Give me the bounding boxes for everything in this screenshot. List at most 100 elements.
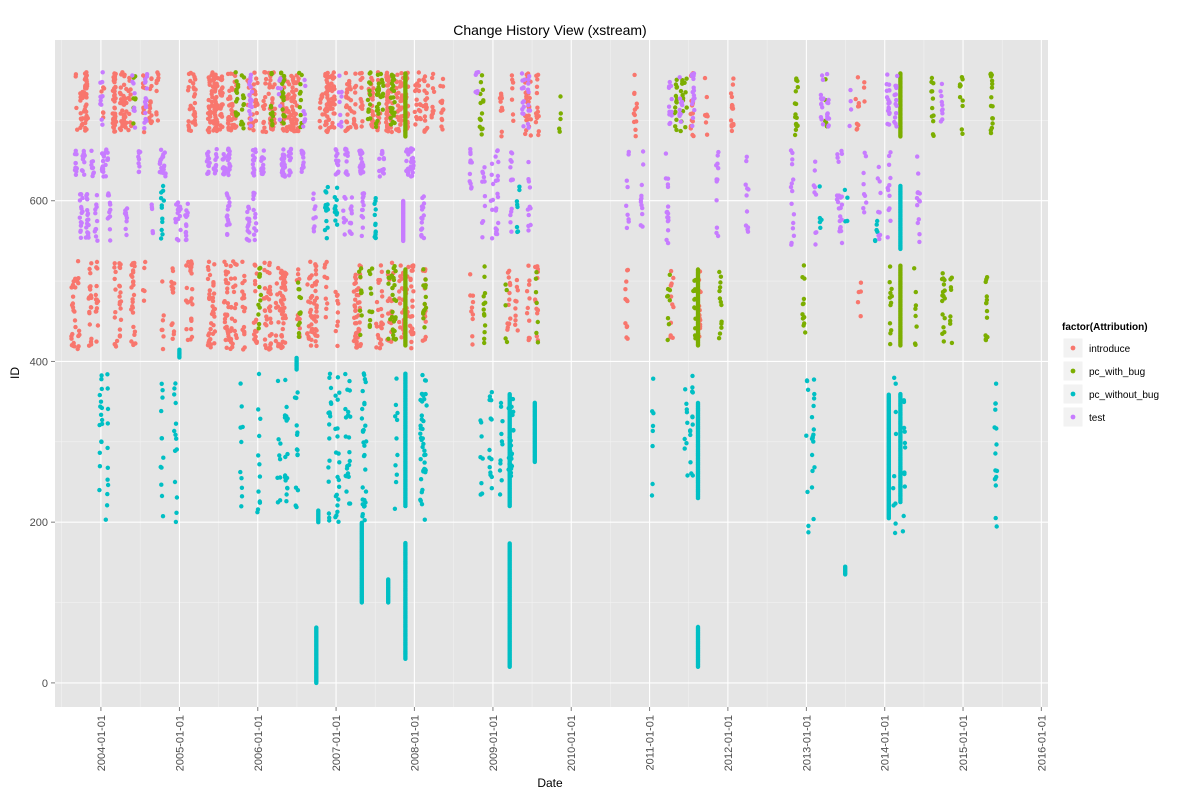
data-point [313, 319, 319, 324]
data-point [272, 82, 277, 87]
data-point [254, 76, 259, 81]
data-point [354, 345, 359, 350]
data-point [337, 460, 342, 465]
data-point [299, 169, 304, 174]
data-point [309, 337, 314, 342]
data-point [225, 301, 231, 306]
data-point [88, 305, 94, 310]
data-point [482, 165, 487, 170]
data-point [105, 156, 111, 161]
data-point [89, 148, 94, 153]
data-point [894, 83, 899, 89]
data-point [297, 326, 302, 331]
data-point [322, 274, 327, 279]
data-point [678, 128, 683, 134]
data-point [312, 224, 317, 229]
data-point [297, 320, 302, 325]
data-point [338, 112, 343, 118]
data-point [227, 94, 233, 99]
data-point [715, 153, 720, 158]
data-point [188, 326, 194, 332]
data-point [112, 105, 117, 110]
data-point [684, 401, 689, 406]
data-point [489, 172, 494, 177]
data-point [163, 171, 168, 176]
data-point [231, 284, 236, 290]
data-point [73, 324, 78, 330]
data-point [862, 193, 868, 198]
data-point [419, 413, 424, 418]
data-point [307, 310, 313, 315]
data-point [397, 319, 402, 325]
data-point [78, 235, 84, 240]
data-point [421, 283, 426, 288]
data-point [714, 225, 720, 230]
data-point [129, 285, 134, 290]
data-point [929, 114, 935, 119]
data-point [915, 203, 920, 208]
data-point [263, 95, 268, 100]
data-point [318, 100, 323, 105]
data-point [801, 263, 807, 268]
data-point [324, 121, 329, 126]
data-point [341, 208, 346, 213]
data-point [886, 105, 891, 110]
data-point [385, 98, 390, 103]
data-point [500, 419, 505, 424]
data-point [178, 227, 183, 233]
data-point [334, 293, 340, 298]
data-point [362, 372, 367, 378]
data-point [820, 122, 826, 127]
data-point [527, 336, 532, 341]
data-point [111, 97, 116, 102]
data-point [294, 355, 299, 361]
data-point [189, 316, 194, 321]
data-point [276, 341, 281, 347]
data-point [915, 154, 920, 159]
data-point [527, 278, 532, 283]
data-point [624, 225, 630, 231]
data-point [185, 337, 191, 343]
data-point [136, 169, 142, 174]
data-point [468, 147, 473, 152]
data-point [266, 91, 271, 97]
data-point [335, 343, 340, 349]
data-point [525, 117, 530, 122]
data-point [507, 392, 512, 397]
data-point [384, 83, 389, 88]
data-point [528, 133, 533, 138]
data-point [667, 298, 672, 303]
data-point [100, 159, 106, 164]
data-point [213, 113, 218, 118]
data-point [509, 209, 514, 214]
data-point [118, 100, 123, 106]
data-point [384, 73, 389, 79]
data-point [913, 342, 918, 347]
data-point [493, 208, 499, 213]
data-point [536, 114, 541, 119]
data-point [188, 267, 193, 273]
data-point [805, 489, 810, 495]
data-point [358, 332, 363, 338]
data-point [250, 170, 256, 176]
data-point [398, 122, 403, 127]
data-point [232, 276, 238, 281]
data-point [666, 322, 672, 327]
data-point [403, 371, 408, 376]
data-point [232, 318, 238, 324]
data-point [185, 201, 190, 206]
data-point [665, 228, 671, 233]
data-point [83, 104, 88, 109]
data-point [467, 179, 472, 184]
data-point [192, 87, 197, 92]
data-point [489, 390, 494, 395]
data-point [743, 182, 748, 187]
data-point [558, 94, 563, 99]
data-point [262, 337, 268, 342]
data-point [225, 286, 230, 291]
data-point [256, 321, 262, 327]
data-point [423, 391, 428, 397]
data-point [148, 100, 153, 105]
data-point [390, 327, 395, 332]
data-point [84, 225, 89, 230]
